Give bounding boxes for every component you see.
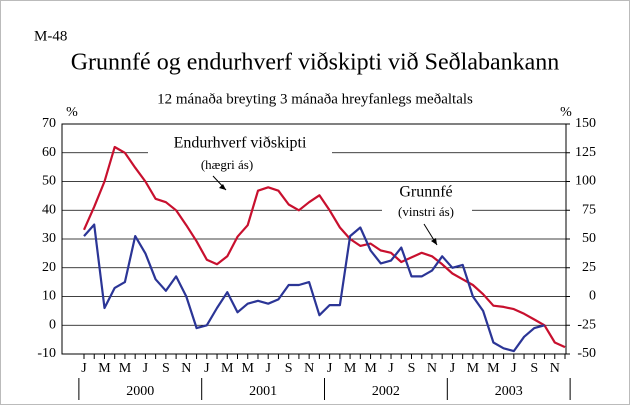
y-tick-label: 30	[42, 231, 56, 246]
series-line	[83, 223, 545, 353]
chart-label: M-48	[34, 28, 67, 44]
x-tick-label: N	[304, 361, 314, 376]
y2-tick-label: 0	[589, 289, 596, 304]
grid: -10 0 10 20 30 40 50 60 70 -50 -25 0 25 50 75 100 125 150…	[37, 116, 596, 400]
y2-tick-label: 50	[582, 231, 596, 246]
y-tick-label: -10	[37, 346, 56, 361]
x-tick-label: J	[511, 361, 517, 376]
y2-tick-label: 100	[575, 174, 596, 189]
y2-tick-label: 75	[582, 202, 596, 217]
x-tick-label: M	[242, 361, 255, 376]
x-tick-label: J	[81, 361, 87, 376]
y2-axis-label: %	[560, 105, 572, 120]
y-tick-label: 40	[42, 202, 56, 217]
annotation-bg	[190, 158, 264, 174]
x-tick-label: J	[265, 361, 271, 376]
year-label: 2003	[495, 384, 523, 399]
x-tick-label: J	[450, 361, 456, 376]
y2-tick-label: 25	[582, 260, 596, 275]
x-tick-label: S	[408, 361, 416, 376]
annotation-bg	[382, 205, 472, 221]
annotation: Endurhverf viðskipti	[174, 135, 307, 152]
annotation-bg	[386, 184, 466, 202]
annotation: (hægri ás)	[201, 157, 253, 172]
y-axis-label: %	[66, 105, 78, 120]
x-tick-label: M	[364, 361, 377, 376]
annotation: Grunnfé	[399, 184, 452, 201]
x-tick-label: S	[285, 361, 293, 376]
x-tick-label: J	[204, 361, 210, 376]
annotations: Endurhverf viðskipti (hægri ás) Grunnfé …	[148, 134, 472, 246]
y2-tick-label: -25	[577, 317, 596, 332]
y2-tick-label: -50	[577, 346, 596, 361]
y-tick-label: 0	[49, 317, 56, 332]
y2-tick-label: 150	[575, 116, 596, 131]
x-tick-label: N	[181, 361, 191, 376]
x-tick-label: S	[530, 361, 538, 376]
arrow-head	[219, 184, 226, 190]
x-tick-label: M	[467, 361, 480, 376]
chart-subtitle: 12 mánaða breyting 3 mánaða hreyfanlegs …	[157, 91, 473, 107]
annotation: (vinstri ás)	[398, 204, 454, 219]
x-tick-label: M	[221, 361, 234, 376]
year-label: 2000	[126, 384, 154, 399]
x-tick-label: M	[344, 361, 357, 376]
x-tick-label: N	[550, 361, 560, 376]
x-tick-label: N	[427, 361, 437, 376]
y-tick-label: 50	[42, 174, 56, 189]
y2-tick-label: 125	[575, 145, 596, 160]
x-tick-label: M	[119, 361, 132, 376]
x-tick-label: J	[327, 361, 333, 376]
y-tick-label: 60	[42, 145, 56, 160]
year-label: 2001	[249, 384, 277, 399]
arrow-head	[431, 238, 437, 245]
plot-frame	[61, 123, 567, 355]
y-tick-label: 70	[42, 116, 56, 131]
chart-title: Grunnfé og endurhverf viðskipti við Seðl…	[71, 50, 560, 76]
series-line	[82, 145, 566, 349]
year-label: 2002	[372, 384, 400, 399]
x-tick-label: M	[98, 361, 111, 376]
annotation-bg	[148, 134, 332, 154]
lines	[82, 145, 566, 353]
x-tick-label: J	[143, 361, 149, 376]
x-tick-label: J	[388, 361, 394, 376]
x-tick-label: S	[162, 361, 170, 376]
x-tick-label: M	[487, 361, 500, 376]
y-tick-label: 20	[42, 260, 56, 275]
y-tick-label: 10	[42, 289, 56, 304]
